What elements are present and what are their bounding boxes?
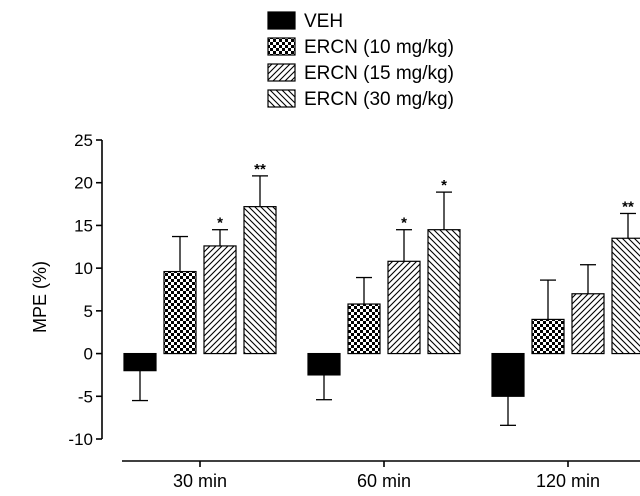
- y-axis-label: MPE (%): [30, 261, 50, 333]
- y-tick-label: 25: [74, 131, 93, 150]
- y-tick-label: 5: [84, 302, 93, 321]
- significance-marker: **: [254, 161, 266, 178]
- y-tick-label: 20: [74, 174, 93, 193]
- legend-label: ERCN (30 mg/kg): [304, 89, 454, 110]
- x-tick-label: 60 min: [357, 471, 411, 491]
- x-tick-label: 30 min: [173, 471, 227, 491]
- bar: [571, 293, 605, 355]
- bar: [203, 245, 237, 355]
- legend-swatch: [267, 63, 296, 82]
- legend-swatch: [267, 89, 296, 108]
- y-tick-label: 10: [74, 259, 93, 278]
- significance-marker: **: [622, 198, 634, 215]
- legend-swatch: [267, 37, 296, 56]
- y-tick-label: -10: [68, 430, 93, 449]
- legend-label: ERCN (15 mg/kg): [304, 63, 454, 84]
- bar: [123, 352, 157, 372]
- y-axis: -10 -5 0 5 10 15 20 25: [68, 131, 103, 449]
- x-axis: 30 min 60 min 120 min: [122, 460, 640, 491]
- x-tick-label: 120 min: [536, 471, 600, 491]
- bar: [307, 352, 341, 376]
- bar: [347, 303, 381, 355]
- bar: [243, 206, 277, 355]
- bar: [427, 229, 461, 355]
- chart-legend: VEH ERCN (10 mg/kg) ERCN (15 mg/kg) ERCN (3…: [267, 11, 454, 110]
- significance-marker: *: [401, 215, 407, 232]
- y-tick-label: -5: [78, 387, 93, 406]
- bar: [163, 270, 197, 355]
- bar: [387, 260, 421, 355]
- y-tick-label: 15: [74, 216, 93, 235]
- bars: *******: [123, 161, 640, 426]
- significance-marker: *: [441, 177, 447, 194]
- bar: [611, 237, 640, 355]
- bar: [491, 352, 525, 397]
- legend-label: VEH: [304, 11, 343, 32]
- significance-marker: *: [217, 215, 223, 232]
- legend-swatch: [267, 11, 296, 30]
- bar: [531, 318, 565, 355]
- legend-label: ERCN (10 mg/kg): [304, 37, 454, 58]
- y-tick-label: 0: [84, 345, 93, 364]
